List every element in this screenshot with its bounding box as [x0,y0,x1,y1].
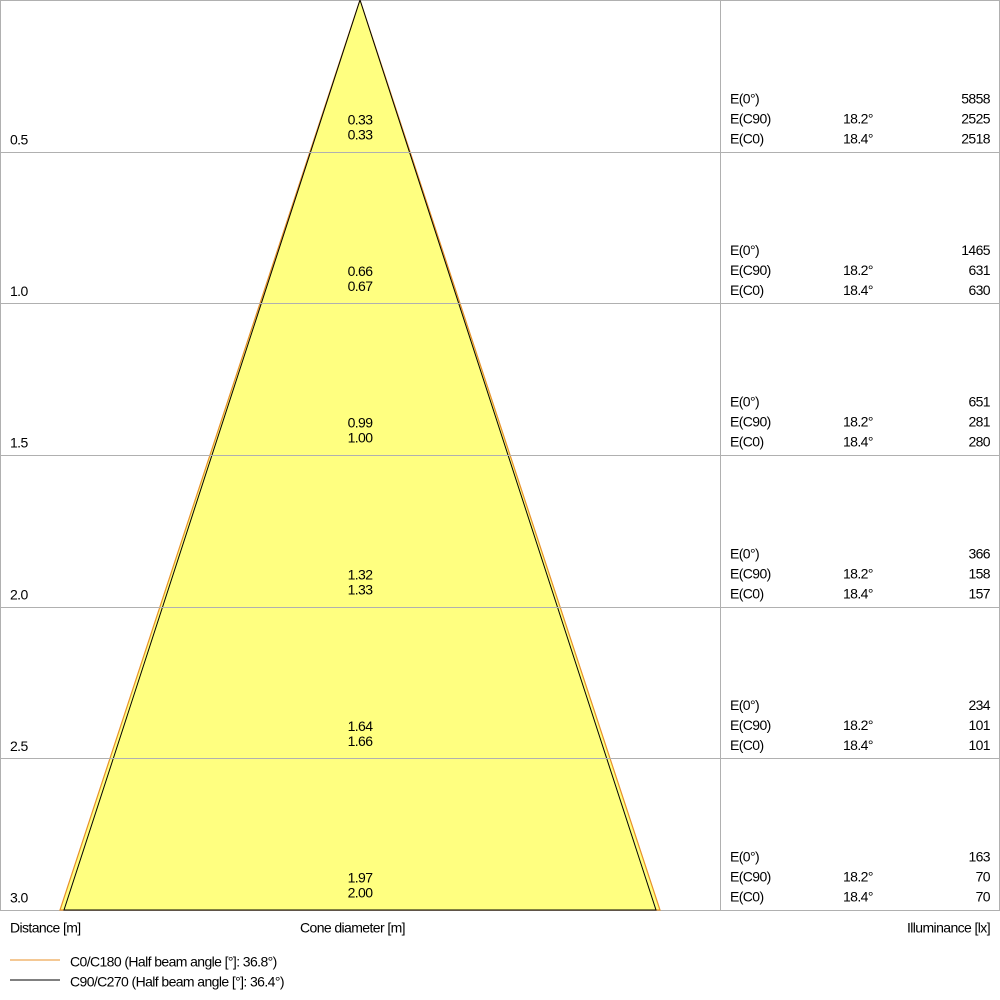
illuminance-label: E(C90) [730,262,771,278]
illuminance-value: 366 [968,545,990,561]
illuminance-label: E(0°) [730,697,759,713]
angle: 18.2° [843,869,873,885]
illuminance-value: 158 [968,565,990,581]
cone-diameter: 1.32 [348,566,374,582]
distance: 1.5 [10,435,28,451]
angle: 18.2° [843,110,873,126]
illuminance-label: E(C0) [730,737,764,753]
legend: C0/C180 (Half beam angle [°]: 36.8°) C90/… [10,954,285,990]
distance: 1.0 [10,283,28,299]
angle: 18.2° [843,565,873,581]
illuminance-value: 157 [968,585,990,601]
cone-label: Cone diameter [m] [300,920,405,936]
illuminance-value: 101 [968,737,990,753]
illuminance-value: 2518 [961,130,991,146]
cone-diameter: 1.64 [348,718,374,734]
illuminance-value: 651 [968,394,990,410]
illuminance-label: E(C90) [730,110,771,126]
illuminance-label: E(C0) [730,585,764,601]
angle: 18.4° [843,737,873,753]
angle: 18.4° [843,585,873,601]
illuminance-value: 163 [968,849,990,865]
distance: 2.0 [10,586,28,602]
illuminance-label: E(C0) [730,282,764,298]
illuminance-label: E(C90) [730,869,771,885]
illuminance-label: E(C0) [730,889,764,905]
illuminance-value: 70 [976,869,991,885]
legend-text: C0/C180 (Half beam angle [°]: 36.8°) [70,954,277,970]
illuminance-label: E(0°) [730,545,759,561]
cone-diameter: 1.00 [348,430,374,446]
illuminance-label: Illuminance [lx] [907,920,990,936]
rows: 0.5 0.330.33 E(0°) 5858 E(C90) 18.2° 2525 E(C0)… [0,90,1000,906]
illuminance-label: E(C90) [730,414,771,430]
illuminance-value: 101 [968,717,990,733]
illuminance-label: E(0°) [730,90,759,106]
cone-diameter: 0.66 [348,263,374,279]
cone-diameter: 1.33 [348,581,374,597]
legend-text: C90/C270 (Half beam angle [°]: 36.4°) [70,974,284,990]
cone-diameter: 2.00 [348,885,374,901]
illuminance-label: E(0°) [730,394,759,410]
cone-diameter: 0.67 [348,278,374,294]
angle: 18.2° [843,262,873,278]
angle: 18.4° [843,434,873,450]
cone-diameter: 1.66 [348,733,374,749]
illuminance-label: E(0°) [730,849,759,865]
cone-diameter: 1.97 [348,870,374,886]
cone-diameter: 0.33 [348,111,374,127]
illuminance-value: 1465 [961,242,991,258]
illuminance-value: 2525 [961,110,991,126]
illuminance-value: 630 [968,282,990,298]
illuminance-value: 234 [968,697,990,713]
distance: 3.0 [10,890,28,906]
angle: 18.2° [843,414,873,430]
angle: 18.4° [843,130,873,146]
illuminance-label: E(C0) [730,130,764,146]
illuminance-value: 5858 [961,90,991,106]
illuminance-value: 70 [976,889,991,905]
illuminance-value: 281 [968,414,990,430]
illuminance-value: 631 [968,262,990,278]
angle: 18.4° [843,889,873,905]
distance-label: Distance [m] [10,920,81,936]
cone-diameter: 0.33 [348,126,374,142]
cone-diameter: 0.99 [348,415,374,431]
angle: 18.2° [843,717,873,733]
illuminance-label: E(C0) [730,434,764,450]
illuminance-label: E(0°) [730,242,759,258]
illuminance-label: E(C90) [730,717,771,733]
distance: 2.5 [10,738,28,754]
illuminance-value: 280 [968,434,990,450]
distance: 0.5 [10,131,28,147]
illuminance-label: E(C90) [730,565,771,581]
angle: 18.4° [843,282,873,298]
